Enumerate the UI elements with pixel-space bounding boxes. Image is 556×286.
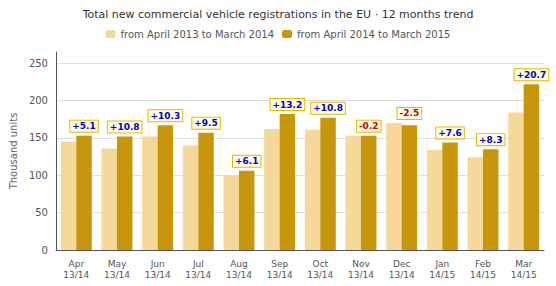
svg-text:Mar: Mar (515, 259, 532, 269)
svg-text:Dec: Dec (393, 259, 410, 269)
svg-text:13/14: 13/14 (185, 270, 211, 280)
svg-text:250: 250 (29, 58, 48, 69)
svg-text:13/14: 13/14 (267, 270, 293, 280)
svg-text:13/14: 13/14 (307, 270, 333, 280)
svg-text:Nov: Nov (352, 259, 370, 269)
svg-text:+10.3: +10.3 (151, 111, 181, 121)
svg-text:13/14: 13/14 (145, 270, 171, 280)
svg-text:from April 2013 to March 2014: from April 2013 to March 2014 (121, 29, 274, 40)
svg-text:Total new commercial vehicle r: Total new commercial vehicle registratio… (82, 8, 474, 21)
svg-text:13/14: 13/14 (104, 270, 130, 280)
svg-text:Jun: Jun (150, 259, 165, 269)
svg-text:-2.5: -2.5 (400, 108, 420, 118)
svg-text:13/14: 13/14 (348, 270, 374, 280)
svg-text:Jul: Jul (192, 259, 204, 269)
svg-text:13/14: 13/14 (226, 270, 252, 280)
svg-text:+6.1: +6.1 (235, 156, 258, 166)
svg-text:+10.8: +10.8 (110, 122, 140, 132)
svg-text:150: 150 (29, 132, 48, 143)
svg-text:+5.1: +5.1 (72, 121, 95, 131)
svg-text:Thousand units: Thousand units (8, 113, 19, 191)
svg-text:Feb: Feb (475, 259, 491, 269)
svg-text:-0.2: -0.2 (359, 121, 379, 131)
svg-text:Jan: Jan (434, 259, 449, 269)
svg-text:14/15: 14/15 (429, 270, 455, 280)
svg-text:+20.7: +20.7 (517, 70, 547, 80)
svg-text:Oct: Oct (313, 259, 329, 269)
svg-text:200: 200 (29, 95, 48, 106)
svg-text:+10.8: +10.8 (313, 103, 343, 113)
svg-text:Apr: Apr (69, 259, 85, 269)
svg-text:+8.3: +8.3 (479, 135, 502, 145)
svg-text:13/14: 13/14 (63, 270, 89, 280)
svg-text:14/15: 14/15 (511, 270, 537, 280)
svg-text:100: 100 (29, 170, 48, 181)
svg-text:0: 0 (42, 245, 48, 256)
svg-text:Sep: Sep (271, 259, 288, 269)
svg-text:Aug: Aug (230, 259, 248, 269)
svg-text:May: May (108, 259, 127, 269)
svg-text:+9.5: +9.5 (194, 118, 217, 128)
svg-text:13/14: 13/14 (389, 270, 415, 280)
svg-text:14/15: 14/15 (470, 270, 496, 280)
svg-text:+13.2: +13.2 (273, 100, 303, 110)
svg-text:+7.6: +7.6 (438, 128, 461, 138)
svg-text:50: 50 (35, 207, 48, 218)
svg-text:from April 2014 to March 2015: from April 2014 to March 2015 (297, 29, 450, 40)
